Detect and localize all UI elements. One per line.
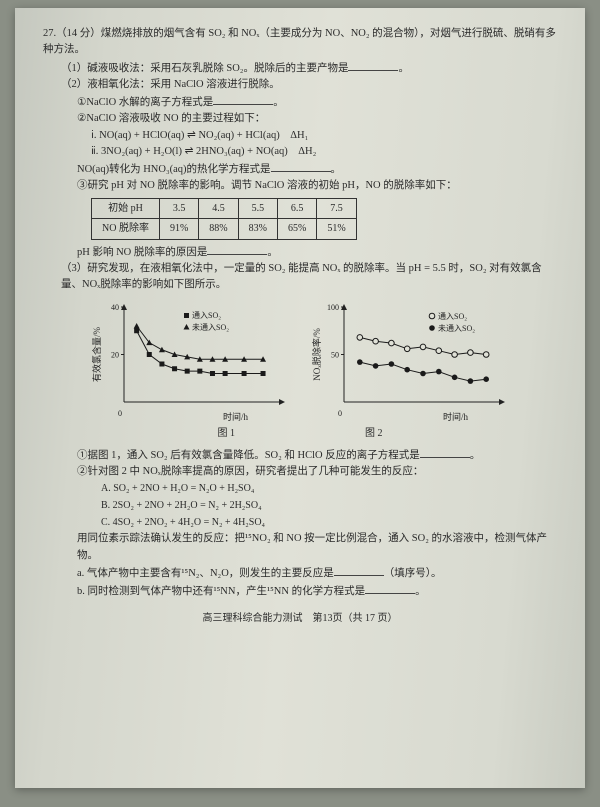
equation-1: ⅰ. NO(aq) + HClO(aq) ⇌ NO₂(aq) + HCl(aq)… (43, 128, 557, 144)
blank (213, 93, 273, 105)
svg-text:有效氯含量/%: 有效氯含量/% (91, 327, 102, 383)
svg-text:NOₓ脱除率/%: NOₓ脱除率/% (311, 328, 322, 381)
part-3-1: ①据图 1，通入 SO₂ 后有效氯含量降低。SO₂ 和 HClO 反应的离子方程… (43, 446, 557, 464)
part-2-2b: NO(aq)转化为 HNO₃(aq)的热化学方程式是。 (43, 160, 557, 178)
blank (207, 243, 267, 255)
equation-2: ⅱ. 3NO₂(aq) + H₂O(l) ⇌ 2HNO₃(aq) + NO(aq… (43, 144, 557, 160)
part-2-1: ①NaClO 水解的离子方程式是。 (43, 93, 557, 111)
option-a: A. SO₂ + 2NO + H₂O = N₂O + H₂SO₄ (101, 480, 557, 497)
table-row: 初始 pH3.54.55.56.57.5 (92, 198, 357, 219)
svg-text:50: 50 (331, 351, 339, 360)
intro: 煤燃烧排放的烟气含有 SO₂ 和 NOₓ（主要成分为 NO、NO₂ 的混合物），… (43, 28, 556, 55)
page-footer: 高三理科综合能力测试 第13页（共 17 页） (43, 611, 557, 627)
blank (365, 582, 415, 594)
caption-row: 图 1 图 2 (43, 426, 557, 442)
caption-2: 图 2 (365, 426, 383, 442)
part-1: （1）碱液吸收法：采用石灰乳脱除 SO₂。脱除后的主要产物是。 (43, 59, 557, 77)
svg-text:20: 20 (111, 351, 119, 360)
svg-text:40: 40 (111, 303, 119, 312)
svg-text:0: 0 (338, 409, 342, 418)
svg-text:未通入SO₂: 未通入SO₂ (438, 323, 475, 333)
part-3-2bb: b. 同时检测到气体产物中还有¹⁵NN，产生¹⁵NN 的化学方程式是。 (43, 582, 557, 600)
part-3-2b: 用同位素示踪法确认发生的反应：把¹⁵NO₂ 和 NO 按一定比例混合，通入 SO… (43, 531, 557, 564)
options: A. SO₂ + 2NO + H₂O = N₂O + H₂SO₄ B. 2SO₂… (43, 480, 557, 531)
part-2-3b: pH 影响 NO 脱除率的原因是。 (43, 243, 557, 261)
charts-row: 20 40 有效氯含量/% 时间/h 0 通入SO₂ 未通入SO₂ 50 100 NOₓ脱除率/… (43, 299, 557, 424)
question-27: 27.（14 分）煤燃烧排放的烟气含有 SO₂ 和 NOₓ（主要成分为 NO、N… (43, 26, 557, 59)
option-c: C. 4SO₂ + 2NO₂ + 4H₂O = N₂ + 4H₂SO₄ (101, 514, 557, 531)
part-2-2: ②NaClO 溶液吸收 NO 的主要过程如下： (43, 111, 557, 127)
part-3-2a: a. 气体产物中主要含有¹⁵N₂、N₂O，则发生的主要反应是（填序号）。 (43, 564, 557, 582)
table-row: NO 脱除率91%88%83%65%51% (92, 219, 357, 240)
svg-text:未通入SO₂: 未通入SO₂ (192, 322, 229, 332)
q-number: 27.（14 分） (43, 28, 101, 39)
ph-table: 初始 pH3.54.55.56.57.5 NO 脱除率91%88%83%65%5… (91, 198, 357, 240)
svg-text:0: 0 (118, 409, 122, 418)
part-2: （2）液相氧化法：采用 NaClO 溶液进行脱除。 (43, 77, 557, 93)
caption-1: 图 1 (218, 426, 236, 442)
part-3-2: ②针对图 2 中 NOₓ脱除率提高的原因，研究者提出了几种可能发生的反应： (43, 464, 557, 480)
part-2-3: ③研究 pH 对 NO 脱除率的影响。调节 NaClO 溶液的初始 pH，NO … (43, 178, 557, 194)
svg-text:100: 100 (327, 303, 339, 312)
blank (334, 564, 384, 576)
blank (271, 160, 331, 172)
chart-2: 50 100 NOₓ脱除率/% 时间/h 0 通入SO₂ 未通入SO₂ (310, 299, 510, 424)
chart-1: 20 40 有效氯含量/% 时间/h 0 通入SO₂ 未通入SO₂ (90, 299, 290, 424)
svg-text:通入SO₂: 通入SO₂ (192, 310, 221, 320)
svg-text:通入SO₂: 通入SO₂ (438, 311, 467, 321)
blank (348, 59, 398, 71)
option-b: B. 2SO₂ + 2NO + 2H₂O = N₂ + 2H₂SO₄ (101, 497, 557, 514)
part-3: （3）研究发现，在液相氧化法中，一定量的 SO₂ 能提高 NOₓ 的脱除率。当 … (43, 261, 557, 294)
svg-text:时间/h: 时间/h (443, 411, 469, 422)
blank (420, 446, 470, 458)
svg-text:时间/h: 时间/h (223, 411, 249, 422)
